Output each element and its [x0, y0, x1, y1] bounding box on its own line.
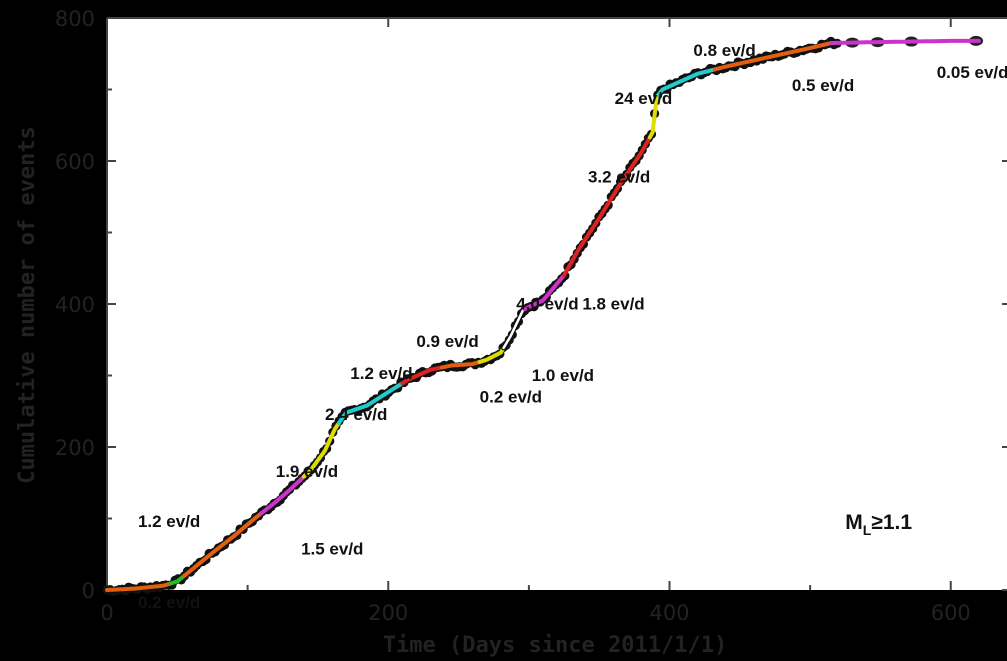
rate-annotation: 1.2 ev/d [350, 364, 412, 383]
rate-segment [105, 581, 173, 592]
rate-annotation: 2.4 ev/d [325, 405, 387, 424]
magnitude-label: ML≥1.1 [845, 511, 912, 538]
rate-annotation: 1.8 ev/d [582, 295, 644, 314]
rate-annotation: 4.0 ev/d [516, 295, 578, 314]
x-tick-label: 600 [931, 601, 971, 625]
rate-segment [656, 67, 717, 97]
rate-segment [712, 41, 834, 72]
rate-segment [647, 92, 661, 140]
rate-segment [522, 273, 566, 312]
rate-annotation: 3.2 ev/d [588, 167, 650, 186]
rate-annotation: 1.2 ev/d [138, 512, 200, 531]
y-tick-label: 400 [55, 293, 95, 317]
y-tick-label: 200 [55, 436, 95, 460]
x-tick-label: 0 [100, 601, 113, 625]
rate-annotation: 0.9 ev/d [416, 332, 478, 351]
rate-segment [168, 573, 187, 586]
x-tick-label: 400 [649, 601, 689, 625]
rate-segment [301, 421, 341, 479]
rate-annotation: 24 ev/d [615, 89, 673, 108]
x-axis-title: Time (Days since 2011/1/1) [383, 633, 727, 658]
y-axis-title: Cumulative number of events [15, 126, 40, 484]
rate-segment [439, 359, 482, 370]
rate-annotation: 0.05 ev/d [937, 63, 1007, 82]
rate-segment [400, 365, 444, 386]
axis-ticks: 0 200 400 600 0 200 400 600 800 [55, 7, 1007, 625]
rate-segment [182, 511, 264, 578]
rate-segment [562, 135, 652, 278]
rate-segment [337, 381, 405, 425]
rate-segments [105, 38, 981, 592]
y-tick-label: 0 [82, 579, 95, 603]
y-tick-label: 800 [55, 7, 95, 31]
rate-segment [259, 474, 306, 515]
x-tick-label: 200 [368, 601, 408, 625]
rate-annotation: 0.8 ev/d [693, 41, 755, 60]
y-tick-label: 600 [55, 150, 95, 174]
rate-segment [829, 38, 981, 45]
rate-segment [477, 345, 506, 364]
rate-segment [502, 307, 526, 350]
rate-annotation: 0.2 ev/d [480, 388, 542, 407]
rate-annotation: 0.5 ev/d [792, 76, 854, 95]
rate-annotations: 0.2 ev/d 1.2 ev/d 1.5 ev/d 1.9 ev/d 2.4 ev/d… [138, 41, 1007, 612]
rate-annotation: 0.2 ev/d [138, 593, 200, 612]
rate-annotation: 1.0 ev/d [532, 366, 594, 385]
data-series [102, 35, 984, 596]
rate-annotation: 1.5 ev/d [301, 539, 363, 558]
rate-annotation: 1.9 ev/d [276, 462, 338, 481]
plot-area [107, 18, 1007, 590]
